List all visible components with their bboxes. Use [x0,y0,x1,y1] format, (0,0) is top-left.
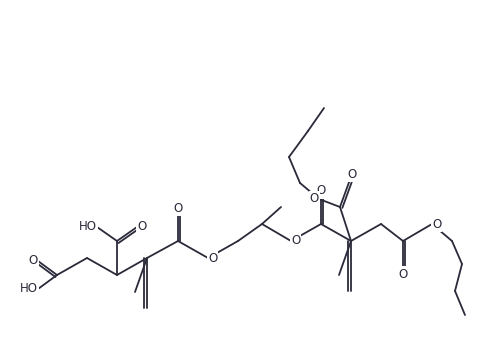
Text: O: O [173,201,183,214]
Text: O: O [137,220,146,233]
Text: HO: HO [79,220,97,233]
Text: O: O [208,251,217,264]
Text: O: O [310,193,319,206]
Text: HO: HO [20,283,38,295]
Text: O: O [316,184,326,197]
Text: O: O [398,268,408,281]
Text: O: O [291,234,300,247]
Text: O: O [347,168,356,181]
Text: O: O [432,218,441,231]
Text: O: O [29,254,38,268]
